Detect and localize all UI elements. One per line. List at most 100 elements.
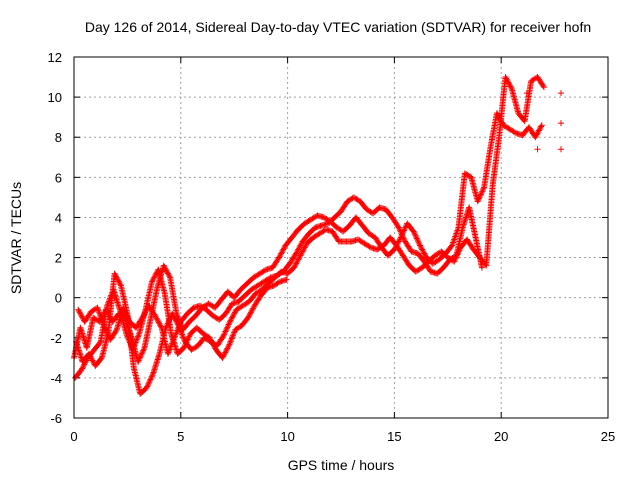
data-point	[79, 365, 86, 372]
data-point	[394, 223, 401, 230]
data-point	[107, 293, 114, 300]
data-point	[208, 338, 215, 345]
data-point	[479, 188, 486, 195]
data-point	[300, 245, 307, 252]
data-point	[295, 245, 302, 252]
data-point	[152, 271, 159, 278]
data-point	[401, 226, 408, 233]
data-point	[507, 83, 514, 90]
data-point	[153, 270, 160, 277]
data-point	[275, 279, 282, 286]
data-point	[135, 357, 142, 364]
data-point	[279, 247, 286, 254]
data-point	[478, 189, 485, 196]
data-point	[124, 314, 131, 321]
data-point	[148, 375, 155, 382]
data-point	[540, 82, 547, 89]
data-point	[131, 342, 138, 349]
data-point	[105, 298, 112, 305]
data-point	[155, 318, 162, 325]
data-point	[558, 90, 565, 97]
data-point	[225, 321, 232, 328]
data-point	[475, 196, 482, 203]
y-tick-label: 8	[55, 130, 62, 145]
data-point	[293, 250, 300, 257]
data-point	[249, 306, 256, 313]
data-point	[123, 330, 130, 337]
data-point	[75, 306, 82, 313]
data-point	[412, 232, 419, 239]
y-axis-label: SDTVAR / TECUs	[8, 182, 24, 294]
data-point	[78, 366, 85, 373]
data-point	[130, 345, 137, 352]
data-point	[222, 349, 229, 356]
data-point	[247, 310, 254, 317]
data-point	[138, 351, 145, 358]
data-point	[121, 307, 128, 314]
data-point	[534, 146, 541, 153]
data-point	[114, 275, 121, 282]
data-point	[182, 340, 189, 347]
data-point	[298, 249, 305, 256]
data-point	[111, 270, 118, 277]
data-point	[476, 194, 483, 201]
data-point	[153, 315, 160, 322]
y-tick-label: 0	[55, 291, 62, 306]
data-point	[96, 339, 103, 346]
y-tick-label: 4	[55, 210, 62, 225]
data-point	[506, 82, 513, 89]
data-point	[448, 243, 455, 250]
y-tick-label: 2	[55, 251, 62, 266]
data-point	[295, 246, 302, 253]
data-point	[154, 316, 161, 323]
data-point	[166, 347, 173, 354]
data-point	[538, 122, 545, 129]
data-point	[395, 224, 402, 231]
data-point	[478, 264, 485, 271]
data-point	[227, 338, 234, 345]
data-point	[115, 278, 122, 285]
axis-ticks: 0 5 10 15 20 25 -6 -4 -2 0 2 4 6 8 10 12	[48, 50, 616, 444]
grid	[74, 57, 608, 418]
data-point	[293, 260, 300, 267]
data-point	[133, 336, 140, 343]
data-point	[133, 338, 140, 345]
data-point	[266, 275, 273, 282]
data-point	[292, 261, 299, 268]
data-point	[143, 384, 150, 391]
data-point	[151, 273, 158, 280]
data-point	[157, 323, 164, 330]
data-point	[224, 324, 231, 331]
data-point	[278, 250, 285, 257]
data-point	[112, 328, 119, 335]
data-point	[174, 326, 181, 333]
data-point	[474, 198, 481, 205]
data-point	[116, 279, 123, 286]
data-point	[558, 120, 565, 127]
data-point	[396, 237, 403, 244]
data-point	[220, 352, 227, 359]
data-point	[179, 331, 186, 338]
data-point	[219, 354, 226, 361]
data-point	[125, 336, 132, 343]
data-point	[523, 90, 530, 97]
data-point	[138, 350, 145, 357]
data-point	[122, 308, 129, 315]
data-point	[503, 76, 510, 83]
data-point	[398, 231, 405, 238]
data-point	[210, 342, 217, 349]
x-tick-label: 25	[601, 429, 615, 444]
x-tick-label: 0	[70, 429, 77, 444]
data-point	[420, 249, 427, 256]
data-point	[504, 78, 511, 85]
data-point	[418, 245, 425, 252]
data-point	[227, 317, 234, 324]
data-point	[165, 271, 172, 278]
data-point	[414, 236, 421, 243]
data-point	[540, 84, 547, 91]
data-point	[183, 339, 190, 346]
data-point	[396, 225, 403, 232]
data-point	[149, 277, 156, 284]
data-point	[228, 336, 235, 343]
